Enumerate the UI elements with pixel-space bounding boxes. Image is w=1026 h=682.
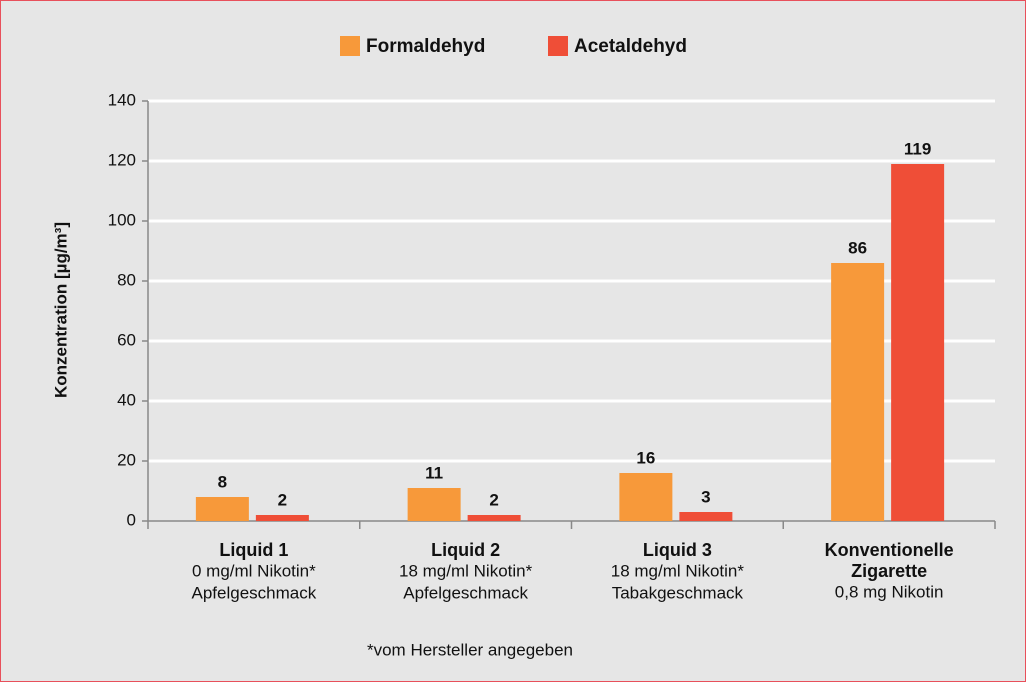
x-tick-label: Liquid 2 bbox=[431, 540, 500, 560]
data-label: 2 bbox=[278, 490, 287, 509]
y-tick-label: 40 bbox=[117, 390, 136, 409]
legend-label: Acetaldehyd bbox=[574, 36, 687, 57]
x-tick-detail: 0 mg/ml Nikotin* bbox=[192, 561, 316, 580]
bar bbox=[255, 515, 309, 521]
footnote: *vom Hersteller angegeben bbox=[367, 640, 573, 659]
data-label: 119 bbox=[904, 139, 931, 158]
y-tick-label: 0 bbox=[127, 510, 136, 529]
y-tick-label: 120 bbox=[108, 150, 136, 169]
bar bbox=[831, 263, 885, 521]
x-tick-label: Liquid 1 bbox=[219, 540, 288, 560]
legend-swatch bbox=[340, 36, 360, 56]
y-tick-label: 60 bbox=[117, 330, 136, 349]
bar bbox=[679, 512, 733, 521]
bar bbox=[407, 488, 461, 521]
legend-label: Formaldehyd bbox=[366, 36, 485, 57]
x-tick-detail: Tabakgeschmack bbox=[612, 583, 744, 602]
x-tick-detail: 18 mg/ml Nikotin* bbox=[399, 561, 533, 580]
legend-swatch bbox=[548, 36, 568, 56]
x-tick-label: Zigarette bbox=[851, 561, 927, 581]
y-axis-label: Konzentration [µg/m³] bbox=[51, 222, 70, 398]
data-label: 3 bbox=[701, 487, 710, 506]
data-label: 8 bbox=[218, 472, 227, 491]
data-label: 16 bbox=[636, 448, 655, 467]
data-label: 86 bbox=[848, 238, 867, 257]
x-tick-label: Liquid 3 bbox=[643, 540, 712, 560]
y-tick-label: 80 bbox=[117, 270, 136, 289]
x-tick-detail: Apfelgeschmack bbox=[403, 583, 528, 602]
bar bbox=[619, 473, 673, 521]
x-tick-label: Konventionelle bbox=[825, 540, 954, 560]
bar bbox=[195, 497, 249, 521]
x-tick-detail: 18 mg/ml Nikotin* bbox=[611, 561, 745, 580]
bar bbox=[467, 515, 521, 521]
data-label: 11 bbox=[425, 463, 443, 482]
data-label: 2 bbox=[489, 490, 498, 509]
y-tick-label: 100 bbox=[108, 210, 136, 229]
y-tick-label: 140 bbox=[108, 90, 136, 109]
bar bbox=[891, 164, 945, 521]
x-tick-detail: Apfelgeschmack bbox=[192, 583, 317, 602]
y-tick-label: 20 bbox=[117, 450, 136, 469]
x-tick-detail: 0,8 mg Nikotin bbox=[835, 582, 944, 601]
